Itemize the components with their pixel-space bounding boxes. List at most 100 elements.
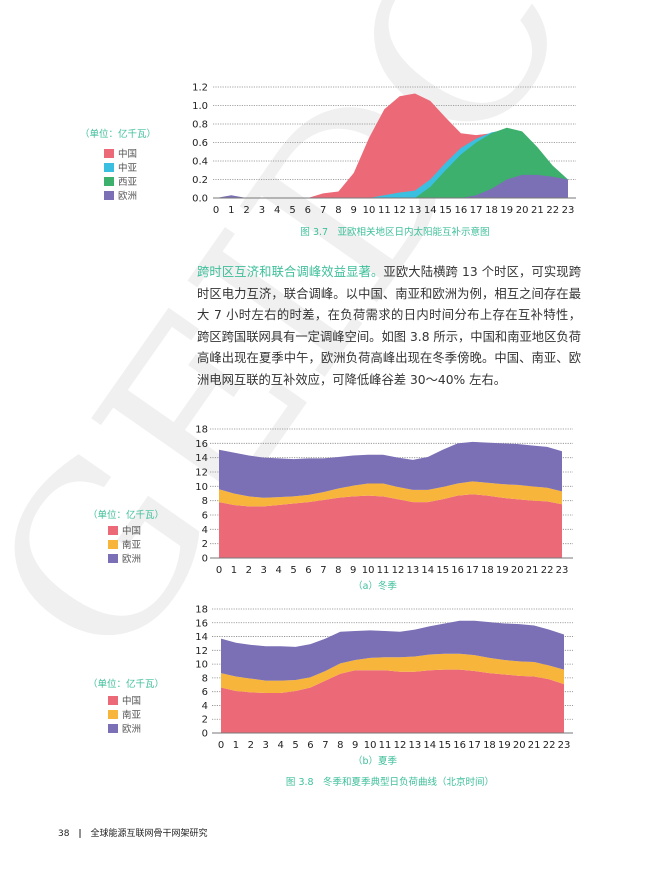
x-tick-label: 2 [243, 205, 249, 216]
y-tick-label: 12 [195, 646, 208, 657]
body-paragraph: 跨时区互济和联合调峰效益显著。亚欧大陆横跨 13 个时区，可实现跨时区电力互济，… [197, 262, 581, 392]
x-tick-label: 18 [481, 565, 494, 576]
legend-item-europe: 欧洲 [108, 721, 141, 735]
x-tick-label: 11 [378, 205, 391, 216]
legend-label: 南亚 [122, 710, 142, 721]
solar-complementarity-chart: 0.00.20.40.60.81.01.20 1 2 3 4 5 6 7 8 9 10 11 12 13 1… [192, 83, 576, 216]
x-tick-label: 21 [526, 565, 539, 576]
y-tick-label: 14 [195, 453, 208, 464]
legend-swatch [104, 148, 114, 158]
x-tick-label: 23 [558, 740, 571, 751]
x-tick-label: 16 [455, 205, 468, 216]
y-tick-label: 1.0 [192, 101, 208, 112]
legend-item-europe: 欧洲 [104, 188, 137, 202]
y-tick-label: 8 [202, 673, 208, 684]
summer-caption: （b）夏季 [352, 756, 398, 767]
legend-label: 欧洲 [122, 554, 142, 565]
paragraph-highlight: 跨时区互济和联合调峰效益显著。 [197, 265, 384, 279]
legend-label: 南亚 [122, 540, 142, 551]
x-tick-label: 22 [546, 205, 559, 216]
x-tick-label: 12 [394, 740, 407, 751]
y-tick-label: 4 [202, 525, 208, 536]
x-tick-label: 18 [485, 205, 498, 216]
x-tick-label: 20 [516, 205, 529, 216]
x-tick-label: 1 [228, 205, 234, 216]
y-tick-label: 2 [202, 715, 208, 726]
chart3-legend: 中国 南亚 欧洲 [108, 693, 141, 735]
page-number: 38 [58, 829, 70, 839]
y-tick-label: 18 [195, 425, 208, 436]
x-tick-label: 17 [466, 565, 479, 576]
x-tick-label: 6 [305, 205, 311, 216]
legend-swatch [108, 553, 118, 563]
x-tick-label: 5 [289, 205, 295, 216]
x-tick-label: 0 [213, 205, 219, 216]
x-tick-label: 0 [218, 740, 224, 751]
x-tick-label: 7 [320, 205, 326, 216]
x-tick-label: 17 [468, 740, 481, 751]
legend-swatch [108, 539, 118, 549]
legend-item-china: 中国 [108, 693, 141, 707]
y-tick-label: 0 [202, 554, 208, 565]
x-tick-label: 14 [421, 565, 434, 576]
x-tick-label: 9 [351, 205, 357, 216]
x-tick-label: 5 [290, 565, 296, 576]
y-tick-label: 0.0 [192, 194, 208, 205]
area-series-europe [216, 174, 568, 198]
x-tick-label: 11 [379, 740, 392, 751]
y-tick-label: 6 [202, 687, 208, 698]
y-tick-label: 0.2 [192, 175, 208, 186]
x-tick-label: 10 [364, 740, 377, 751]
x-tick-label: 7 [320, 565, 326, 576]
y-tick-label: 12 [195, 468, 208, 479]
legend-label: 中亚 [118, 163, 138, 174]
x-tick-label: 22 [541, 565, 554, 576]
x-tick-label: 4 [274, 205, 280, 216]
y-tick-label: 6 [202, 511, 208, 522]
x-tick-label: 12 [393, 205, 406, 216]
legend-swatch [108, 695, 118, 705]
x-tick-label: 23 [562, 205, 575, 216]
y-tick-label: 0.6 [192, 138, 208, 149]
page-footer: 38 | 全球能源互联网骨干网架研究 [58, 826, 208, 839]
footer-separator: | [78, 829, 82, 839]
legend-swatch [108, 723, 118, 733]
legend-label: 欧洲 [118, 191, 138, 202]
legend-label: 欧洲 [122, 724, 142, 735]
winter-caption: （a）冬季 [353, 581, 397, 592]
y-tick-label: 2 [202, 539, 208, 550]
y-tick-label: 0 [202, 729, 208, 740]
area-series-europe [219, 441, 562, 498]
x-tick-label: 9 [350, 565, 356, 576]
x-tick-label: 19 [500, 205, 513, 216]
x-tick-label: 6 [307, 740, 313, 751]
x-tick-label: 11 [377, 565, 390, 576]
y-tick-label: 1.2 [192, 83, 208, 94]
x-tick-label: 3 [263, 740, 269, 751]
legend-item-south-asia: 南亚 [108, 537, 141, 551]
area-series-china [221, 669, 564, 733]
x-tick-label: 3 [261, 565, 267, 576]
y-tick-label: 10 [195, 482, 208, 493]
legend-label: 中国 [122, 526, 142, 537]
x-tick-label: 4 [277, 740, 283, 751]
legend-item-china: 中国 [104, 146, 137, 160]
x-tick-label: 19 [496, 565, 509, 576]
x-tick-label: 5 [292, 740, 298, 751]
legend-label: 西亚 [118, 177, 138, 188]
legend-label: 中国 [118, 149, 138, 160]
y-tick-label: 4 [202, 701, 208, 712]
area-series-south_asia [219, 481, 562, 507]
x-tick-label: 2 [246, 565, 252, 576]
x-tick-label: 8 [335, 205, 341, 216]
book-title: 全球能源互联网骨干网架研究 [90, 829, 208, 839]
chart3-unit-label: （单位：亿千瓦） [88, 679, 165, 690]
legend-item-west-asia: 西亚 [104, 174, 137, 188]
legend-item-china: 中国 [108, 523, 141, 537]
legend-swatch [108, 709, 118, 719]
legend-swatch [104, 162, 114, 172]
y-tick-label: 8 [202, 496, 208, 507]
x-tick-label: 15 [439, 205, 452, 216]
y-tick-label: 16 [195, 618, 208, 629]
